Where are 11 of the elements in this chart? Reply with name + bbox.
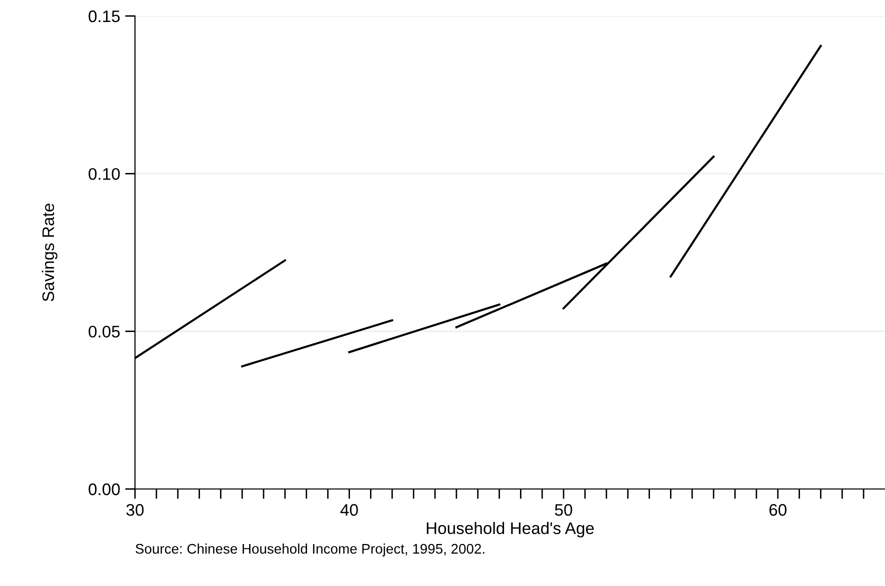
x-tick-label: 60: [769, 504, 786, 516]
x-tick-label: 30: [126, 504, 144, 516]
x-axis-title: Household Head's Age: [426, 522, 594, 538]
y-tick-label: 0.05: [88, 326, 120, 338]
y-tick-label: 0.00: [88, 483, 120, 496]
y-axis-title: Savings Rate: [42, 204, 58, 302]
y-tick-label: 0.15: [88, 10, 120, 22]
x-tick-label: 50: [554, 504, 572, 516]
y-tick-label: 0.10: [88, 168, 120, 180]
x-tick-label: 40: [340, 504, 358, 516]
source-note: Source: Chinese Household Income Project, 1995, 2002.: [136, 544, 484, 556]
